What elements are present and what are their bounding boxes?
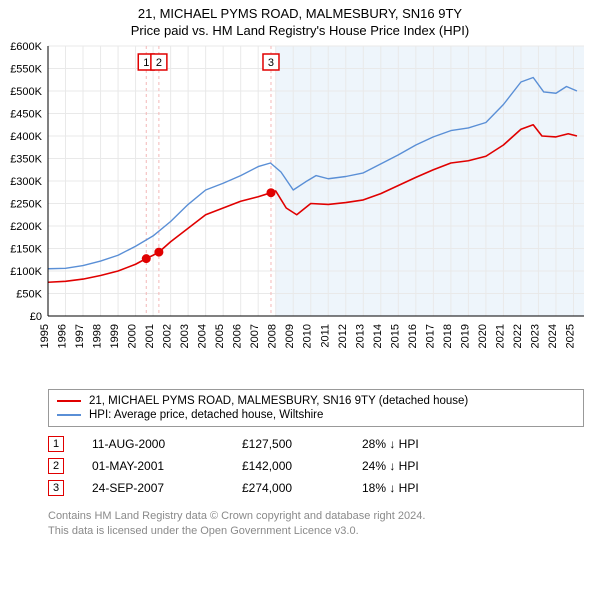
- marker-date: 01-MAY-2001: [92, 459, 242, 473]
- svg-text:£400K: £400K: [10, 131, 42, 143]
- svg-text:2010: 2010: [302, 324, 314, 348]
- svg-text:2025: 2025: [564, 324, 576, 348]
- svg-text:2005: 2005: [214, 324, 226, 348]
- marker-price: £274,000: [242, 481, 362, 495]
- footer: Contains HM Land Registry data © Crown c…: [48, 509, 584, 539]
- legend-item-price-paid: 21, MICHAEL PYMS ROAD, MALMESBURY, SN16 …: [57, 394, 575, 408]
- svg-text:£0: £0: [30, 311, 42, 323]
- marker-date: 24-SEP-2007: [92, 481, 242, 495]
- legend: 21, MICHAEL PYMS ROAD, MALMESBURY, SN16 …: [48, 389, 584, 427]
- svg-text:2019: 2019: [459, 324, 471, 348]
- svg-text:2023: 2023: [529, 324, 541, 348]
- svg-text:2015: 2015: [389, 324, 401, 348]
- footer-line1: Contains HM Land Registry data © Crown c…: [48, 509, 584, 524]
- svg-text:2003: 2003: [179, 324, 191, 348]
- legend-text-price-paid: 21, MICHAEL PYMS ROAD, MALMESBURY, SN16 …: [89, 395, 468, 407]
- svg-text:£450K: £450K: [10, 109, 42, 121]
- marker-date: 11-AUG-2000: [92, 437, 242, 451]
- svg-text:£300K: £300K: [10, 176, 42, 188]
- marker-price: £142,000: [242, 459, 362, 473]
- marker-badge: 3: [48, 480, 64, 496]
- svg-text:2016: 2016: [407, 324, 419, 348]
- svg-text:£100K: £100K: [10, 266, 42, 278]
- title-block: 21, MICHAEL PYMS ROAD, MALMESBURY, SN16 …: [0, 0, 600, 40]
- svg-text:2000: 2000: [127, 324, 139, 348]
- svg-text:£350K: £350K: [10, 154, 42, 166]
- svg-text:2017: 2017: [424, 324, 436, 348]
- svg-text:2006: 2006: [232, 324, 244, 348]
- svg-text:2009: 2009: [284, 324, 296, 348]
- marker-row: 1 11-AUG-2000 £127,500 28% ↓ HPI: [48, 433, 584, 455]
- svg-text:2012: 2012: [337, 324, 349, 348]
- marker-delta: 18% ↓ HPI: [362, 481, 482, 495]
- svg-text:£150K: £150K: [10, 244, 42, 256]
- svg-text:1995: 1995: [39, 324, 51, 348]
- marker-row: 2 01-MAY-2001 £142,000 24% ↓ HPI: [48, 455, 584, 477]
- svg-text:£550K: £550K: [10, 64, 42, 76]
- markers-table: 1 11-AUG-2000 £127,500 28% ↓ HPI 2 01-MA…: [48, 433, 584, 499]
- legend-swatch-price-paid: [57, 400, 81, 402]
- footer-line2: This data is licensed under the Open Gov…: [48, 524, 584, 539]
- svg-text:1: 1: [143, 57, 149, 69]
- svg-text:2008: 2008: [267, 324, 279, 348]
- svg-text:2007: 2007: [249, 324, 261, 348]
- svg-text:2021: 2021: [494, 324, 506, 348]
- marker-delta: 24% ↓ HPI: [362, 459, 482, 473]
- svg-text:2018: 2018: [442, 324, 454, 348]
- svg-text:£250K: £250K: [10, 199, 42, 211]
- svg-text:2024: 2024: [547, 324, 559, 348]
- svg-text:£500K: £500K: [10, 86, 42, 98]
- chart: £0 £50K £100K £150K £200K £250K £300K £350K £400…: [0, 40, 600, 385]
- legend-item-hpi: HPI: Average price, detached house, Wilt…: [57, 408, 575, 422]
- svg-text:1996: 1996: [57, 324, 69, 348]
- marker-row: 3 24-SEP-2007 £274,000 18% ↓ HPI: [48, 477, 584, 499]
- svg-text:2011: 2011: [319, 324, 331, 348]
- svg-text:£200K: £200K: [10, 221, 42, 233]
- svg-text:1998: 1998: [92, 324, 104, 348]
- svg-text:2: 2: [156, 57, 162, 69]
- svg-text:2022: 2022: [512, 324, 524, 348]
- marker-badge: 1: [48, 436, 64, 452]
- svg-text:£600K: £600K: [10, 41, 42, 53]
- svg-text:2013: 2013: [354, 324, 366, 348]
- svg-text:2001: 2001: [144, 324, 156, 348]
- marker-price: £127,500: [242, 437, 362, 451]
- svg-text:1999: 1999: [109, 324, 121, 348]
- title-line2: Price paid vs. HM Land Registry's House …: [0, 23, 600, 38]
- svg-text:2014: 2014: [372, 324, 384, 348]
- svg-text:2020: 2020: [477, 324, 489, 348]
- chart-container: 21, MICHAEL PYMS ROAD, MALMESBURY, SN16 …: [0, 0, 600, 539]
- svg-text:3: 3: [268, 57, 274, 69]
- legend-text-hpi: HPI: Average price, detached house, Wilt…: [89, 409, 323, 421]
- marker-delta: 28% ↓ HPI: [362, 437, 482, 451]
- svg-text:1997: 1997: [74, 324, 86, 348]
- svg-text:2004: 2004: [197, 324, 209, 348]
- svg-text:2002: 2002: [162, 324, 174, 348]
- chart-svg: £0 £50K £100K £150K £200K £250K £300K £350K £400…: [0, 40, 600, 380]
- legend-swatch-hpi: [57, 414, 81, 416]
- svg-text:£50K: £50K: [16, 289, 42, 301]
- marker-badge: 2: [48, 458, 64, 474]
- title-line1: 21, MICHAEL PYMS ROAD, MALMESBURY, SN16 …: [0, 6, 600, 21]
